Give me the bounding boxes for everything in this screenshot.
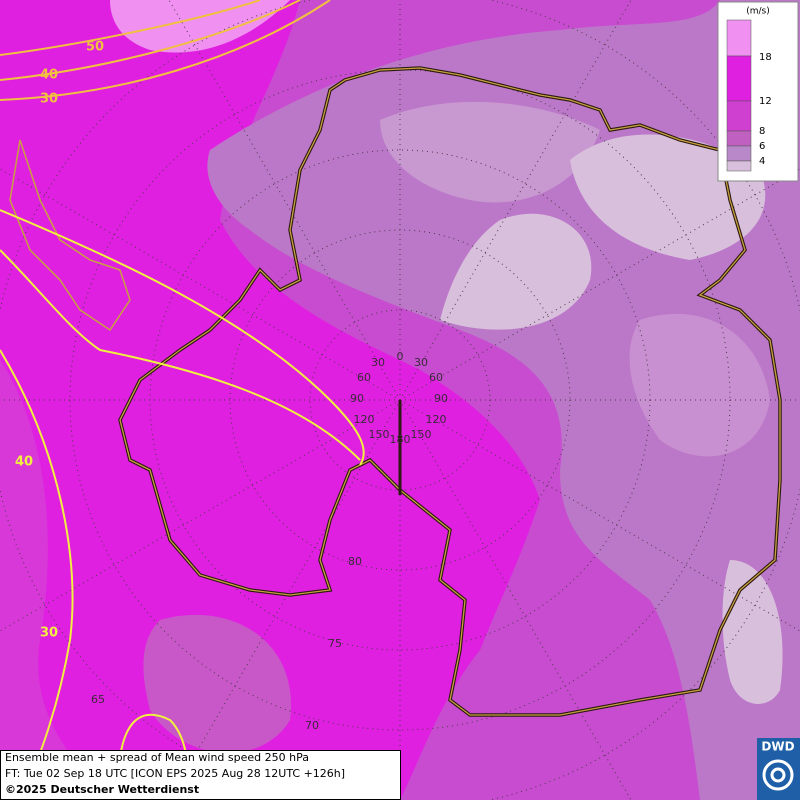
contour-label: 50 — [86, 40, 104, 55]
legend-ticks: 18 12 8 6 4 — [759, 52, 772, 167]
latitude-label: 80 — [348, 555, 362, 568]
legend-tick: 6 — [759, 141, 765, 152]
grid-labels: 0 30 30 60 60 90 90 120 120 150 150 180 … — [91, 350, 448, 732]
contour-labels: 50 40 30 40 30 — [15, 40, 104, 641]
longitude-label: 30 — [371, 356, 385, 369]
longitude-label: 150 — [411, 428, 432, 441]
contour-label: 40 — [40, 68, 58, 83]
legend: (m/s) 18 12 8 6 4 — [717, 1, 799, 182]
footer-box — [0, 750, 401, 800]
footer-copyright: ©2025 Deutscher Wetterdienst — [5, 783, 199, 796]
longitude-label: 30 — [414, 356, 428, 369]
wind-area — [440, 213, 592, 330]
logo-text: DWD — [761, 740, 794, 754]
wind-area — [110, 0, 290, 53]
longitude-label: 180 — [390, 433, 411, 446]
logo-swirl — [770, 767, 786, 783]
latitude-label: 75 — [328, 637, 342, 650]
wind-area — [629, 313, 770, 457]
footer-title: Ensemble mean + spread of Mean wind spee… — [5, 751, 309, 764]
wind-area — [380, 101, 600, 203]
longitude-label: 60 — [429, 371, 443, 384]
longitude-label: 120 — [354, 413, 375, 426]
legend-tick: 18 — [759, 52, 772, 63]
longitude-label: 60 — [357, 371, 371, 384]
longitude-label: 90 — [434, 392, 448, 405]
coastline — [119, 67, 781, 716]
legend-tick: 4 — [759, 156, 765, 167]
contour-label: 40 — [15, 455, 33, 470]
legend-unit: (m/s) — [746, 7, 770, 17]
longitude-label: 120 — [426, 413, 447, 426]
latitude-label: 70 — [305, 719, 319, 732]
latitude-label: 65 — [91, 693, 105, 706]
footer-forecast: FT: Tue 02 Sep 18 UTC [ICON EPS 2025 Aug… — [5, 767, 345, 780]
wind-area — [570, 134, 766, 260]
longitude-label: 150 — [369, 428, 390, 441]
longitude-label: 0 — [397, 350, 404, 363]
logo-swirl — [762, 759, 794, 791]
longitude-label: 90 — [350, 392, 364, 405]
wind-area — [143, 614, 291, 753]
contour-label: 30 — [40, 92, 58, 107]
isotach — [0, 0, 331, 101]
legend-tick: 8 — [759, 126, 765, 137]
wind-area — [0, 360, 120, 800]
contour-label: 30 — [40, 626, 58, 641]
legend-tick: 12 — [759, 96, 772, 107]
